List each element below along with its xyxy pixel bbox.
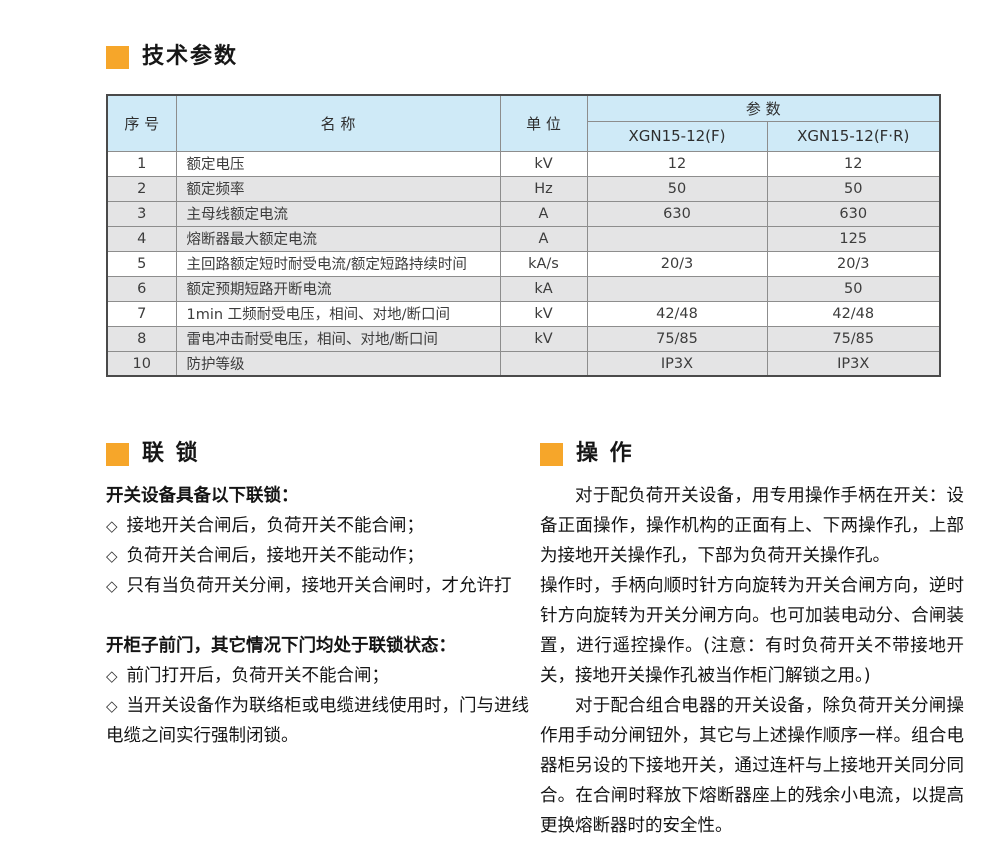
cell-no: 4 — [106, 225, 177, 252]
section-title: 操 作 — [576, 441, 634, 467]
cell-value-f: IP3X — [586, 350, 768, 377]
diamond-icon: ◇ — [106, 516, 118, 535]
cell-value-fr: 630 — [766, 200, 941, 227]
cell-unit: A — [499, 200, 588, 227]
cell-value-fr: 42/48 — [766, 300, 941, 327]
table-row: 10 防护等级 IP3X IP3X — [106, 350, 941, 377]
interlock-lead-2: 开柜子前门，其它情况下门均处于联锁状态： — [106, 635, 456, 656]
section-title: 技术参数 — [142, 44, 239, 69]
list-item-text: 接地开关合闸后，负荷开关不能合闸； — [126, 515, 425, 536]
diamond-icon: ◇ — [106, 546, 118, 565]
operation-paragraph: 对于配负荷开关设备，用专用操作手柄在开关：设备正面操作，操作机构的正面有上、下两… — [540, 485, 964, 566]
table-row: 2 额定频率 Hz 50 50 — [106, 175, 941, 202]
cell-value-f: 42/48 — [586, 300, 768, 327]
cell-no: 1 — [106, 150, 177, 177]
cell-name: 额定电压 — [175, 150, 501, 177]
cell-no: 3 — [106, 200, 177, 227]
table-row: 7 1min 工频耐受电压，相间、对地/断口间 kV 42/48 42/48 — [106, 300, 941, 327]
cell-name: 额定频率 — [175, 175, 501, 202]
list-item-text: 前门打开后，负荷开关不能合闸； — [126, 665, 390, 686]
operation-paragraph: 对于配合组合电器的开关设备，除负荷开关分闸操作用手动分闸钮外，其它与上述操作顺序… — [540, 695, 964, 836]
cell-unit: kV — [499, 325, 588, 352]
cell-no: 8 — [106, 325, 177, 352]
cell-no: 5 — [106, 250, 177, 277]
list-item: ◇ 接地开关合闸后，负荷开关不能合闸； — [106, 511, 530, 541]
table-row: 3 主母线额定电流 A 630 630 — [106, 200, 941, 227]
list-item: ◇ 负荷开关合闸后，接地开关不能动作； — [106, 541, 530, 571]
cell-unit: A — [499, 225, 588, 252]
cell-value-f: 12 — [586, 150, 768, 177]
col-header-model-f: XGN15-12(F) — [586, 120, 768, 152]
cell-value-fr: IP3X — [766, 350, 941, 377]
cell-no: 10 — [106, 350, 177, 377]
cell-unit: Hz — [499, 175, 588, 202]
col-header-model-fr: XGN15-12(F·R) — [766, 120, 941, 152]
cell-value-f: 630 — [586, 200, 768, 227]
list-item: ◇ 只有当负荷开关分闸，接地开关合闸时，才允许打 — [106, 571, 530, 601]
cell-name: 雷电冲击耐受电压，相间、对地/断口间 — [175, 325, 501, 352]
cell-value-fr: 50 — [766, 175, 941, 202]
cell-unit: kV — [499, 150, 588, 177]
cell-name: 主母线额定电流 — [175, 200, 501, 227]
table-row: 8 雷电冲击耐受电压，相间、对地/断口间 kV 75/85 75/85 — [106, 325, 941, 352]
cell-value-fr: 20/3 — [766, 250, 941, 277]
table-row: 5 主回路额定短时耐受电流/额定短路持续时间 kA/s 20/3 20/3 — [106, 250, 941, 277]
col-header-unit: 单 位 — [499, 94, 588, 152]
tech-params-table: 序 号 名 称 单 位 参 数 XGN15-12(F) XGN15-12(F·R… — [106, 94, 941, 378]
cell-unit — [499, 350, 588, 377]
list-item-text: 只有当负荷开关分闸，接地开关合闸时，才允许打 — [126, 575, 512, 596]
list-item: ◇ 前门打开后，负荷开关不能合闸； — [106, 661, 530, 691]
cell-no: 2 — [106, 175, 177, 202]
interlock-section: 联 锁 开关设备具备以下联锁： ◇ 接地开关合闸后，负荷开关不能合闸； ◇ 负荷开关… — [106, 441, 530, 840]
diamond-icon: ◇ — [106, 666, 118, 685]
cell-value-fr: 12 — [766, 150, 941, 177]
cell-unit: kA/s — [499, 250, 588, 277]
section-title: 联 锁 — [142, 441, 200, 467]
cell-value-fr: 50 — [766, 275, 941, 302]
cell-unit: kA — [499, 275, 588, 302]
table-row: 6 额定预期短路开断电流 kA 50 — [106, 275, 941, 302]
cell-name: 主回路额定短时耐受电流/额定短路持续时间 — [175, 250, 501, 277]
cell-name: 防护等级 — [175, 350, 501, 377]
operation-paragraph: 操作时，手柄向顺时针方向旋转为开关合闸方向，逆时针方向旋转为开关分闸方向。也可加… — [540, 575, 964, 686]
orange-square-icon — [540, 443, 563, 467]
cell-value-fr: 125 — [766, 225, 941, 252]
diamond-icon: ◇ — [106, 576, 118, 595]
interlock-lead-1: 开关设备具备以下联锁： — [106, 485, 299, 506]
table-row: 1 额定电压 kV 12 12 — [106, 150, 941, 177]
operation-section: 操 作 对于配负荷开关设备，用专用操作手柄在开关：设备正面操作，操作机构的正面有… — [540, 441, 964, 840]
list-item-text: 当开关设备作为联络柜或电缆进线使用时，门与进线电缆之间实行强制闭锁。 — [106, 695, 530, 746]
cell-no: 6 — [106, 275, 177, 302]
col-header-no: 序 号 — [106, 94, 177, 152]
cell-name: 额定预期短路开断电流 — [175, 275, 501, 302]
cell-value-f — [586, 275, 768, 302]
cell-value-f: 50 — [586, 175, 768, 202]
col-header-params: 参 数 — [586, 94, 941, 122]
list-item: ◇ 当开关设备作为联络柜或电缆进线使用时，门与进线电缆之间实行强制闭锁。 — [106, 691, 530, 751]
orange-square-icon — [106, 443, 129, 467]
cell-name: 1min 工频耐受电压，相间、对地/断口间 — [175, 300, 501, 327]
operation-heading: 操 作 — [540, 441, 964, 467]
cell-unit: kV — [499, 300, 588, 327]
cell-value-f: 75/85 — [586, 325, 768, 352]
list-item-text: 负荷开关合闸后，接地开关不能动作； — [126, 545, 425, 566]
col-header-name: 名 称 — [175, 94, 501, 152]
cell-name: 熔断器最大额定电流 — [175, 225, 501, 252]
cell-value-fr: 75/85 — [766, 325, 941, 352]
cell-value-f — [586, 225, 768, 252]
table-row: 4 熔断器最大额定电流 A 125 — [106, 225, 941, 252]
cell-value-f: 20/3 — [586, 250, 768, 277]
tech-params-heading: 技术参数 — [106, 44, 964, 70]
orange-square-icon — [106, 45, 129, 69]
cell-no: 7 — [106, 300, 177, 327]
interlock-heading: 联 锁 — [106, 441, 530, 467]
diamond-icon: ◇ — [106, 696, 118, 715]
